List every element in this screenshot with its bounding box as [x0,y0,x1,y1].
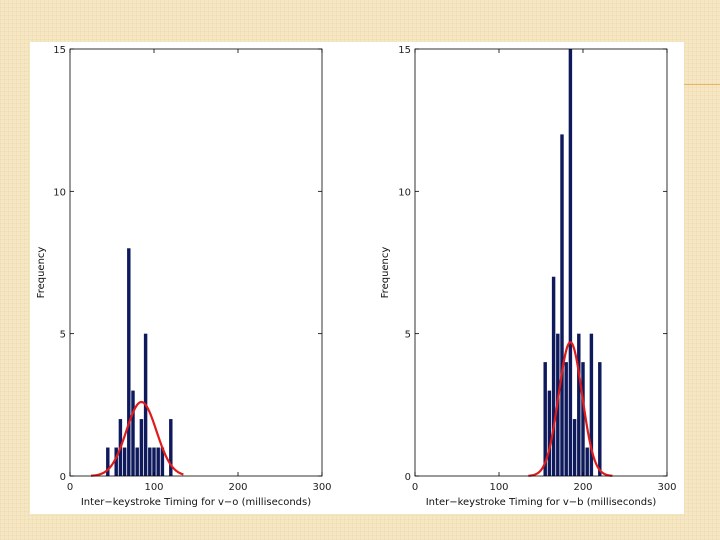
histogram-bar [577,333,581,476]
x-tick-label: 0 [67,482,73,493]
histogram-bar [581,362,585,476]
y-tick-label: 5 [60,330,66,341]
plot-frame [414,48,668,477]
histogram-bar [114,447,118,476]
histogram-bar [543,362,547,476]
y-axis-label: Frequency [36,247,47,299]
histogram-bar [148,447,152,476]
x-tick-label: 100 [489,482,508,493]
normal-fit-curve [90,400,184,477]
y-tick-label: 5 [405,330,411,341]
y-tick-label: 0 [60,472,66,483]
histogram-bar [122,447,127,476]
x-tick-label: 300 [312,482,331,493]
histogram-chart-right: 0 100 200 300 0 5 10 15 Inter−keystroke Timing f… [380,45,677,508]
histogram-bar [564,362,568,476]
histogram-bar [152,447,156,476]
histogram-bar [560,134,564,476]
y-tick-label: 15 [53,45,66,56]
histogram-bar [572,419,577,476]
histogram-bar [551,276,556,476]
histogram-bar [547,390,552,476]
histogram-bar [568,49,573,476]
accent-line [684,84,720,85]
x-tick-label: 200 [573,482,592,493]
histogram-bar [139,419,144,476]
histogram-bar [135,447,139,476]
histogram-bar [160,447,165,476]
histogram-bar [598,362,602,476]
y-tick-label: 15 [398,45,411,56]
histogram-bar [169,419,173,476]
histogram-bar [106,447,110,476]
x-tick-label: 200 [228,482,247,493]
x-axis-label: Inter−keystroke Timing for v−b (millisec… [426,497,657,508]
y-axis-label: Frequency [380,247,391,299]
histogram-bar [131,390,135,476]
normal-fit-curve [528,341,613,477]
x-tick-label: 0 [412,482,418,493]
histogram-bar [585,447,589,476]
histogram-bar [127,248,131,476]
x-tick-label: 300 [657,482,676,493]
histogram-chart-left: 0 100 200 300 0 5 10 15 Inter−keystroke Timing f… [36,45,332,508]
histogram-bar [589,333,594,476]
plot-frame [69,48,323,477]
x-tick-label: 100 [144,482,163,493]
x-axis-label: Inter−keystroke Timing for v−o (millisec… [81,497,311,508]
histogram-bar [156,447,160,476]
y-tick-label: 10 [53,187,66,198]
y-tick-label: 0 [405,472,411,483]
y-tick-label: 10 [398,187,411,198]
